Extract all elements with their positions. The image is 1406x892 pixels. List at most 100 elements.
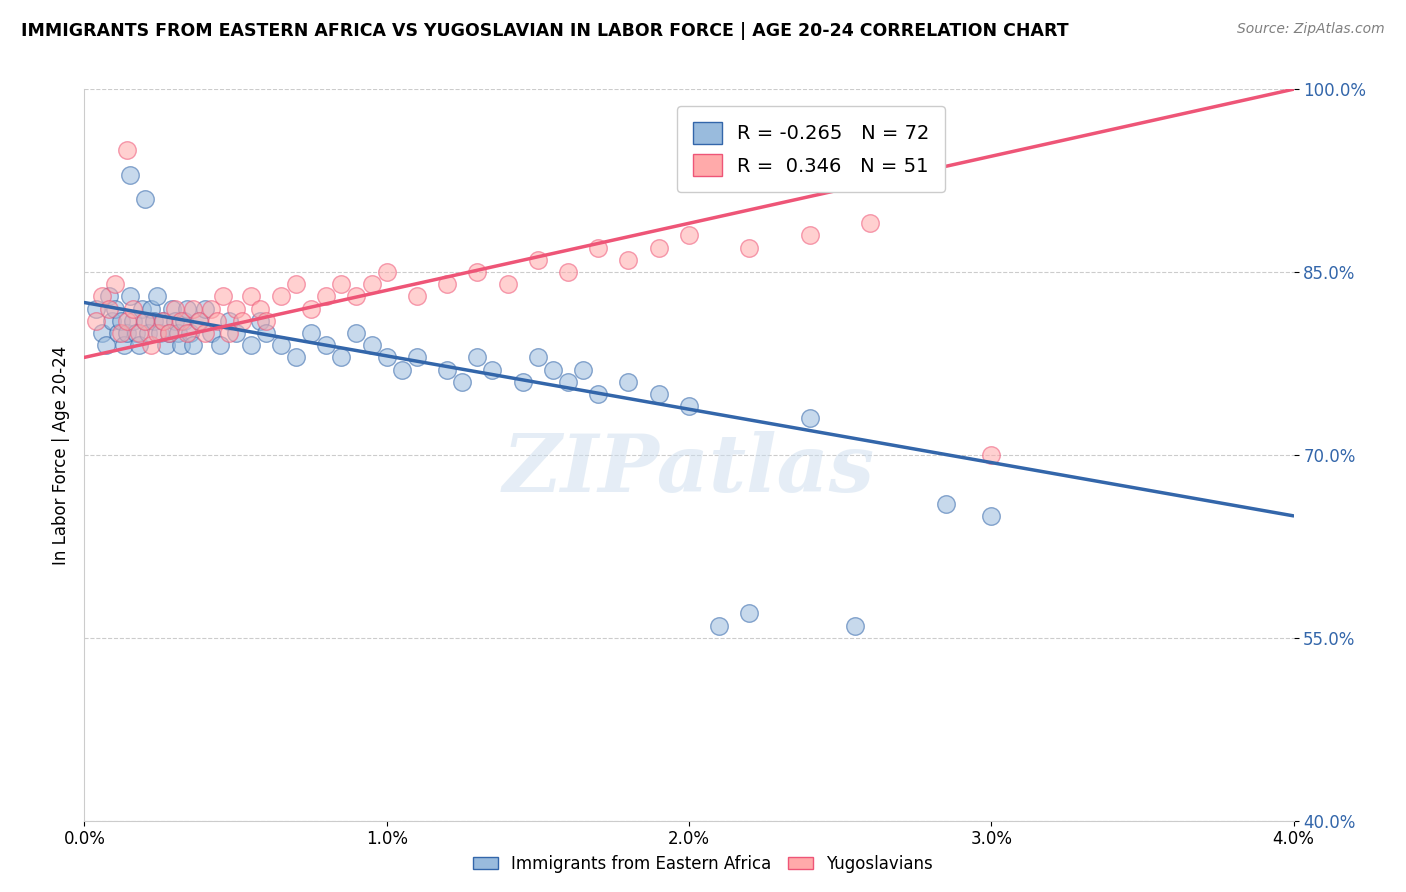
Point (512, 375, 534, 389)
Point (165, 314, 187, 328)
Point (284, 351, 308, 365)
Point (170, 314, 193, 328)
Point (176, 326, 198, 340)
Point (315, 338, 337, 352)
Point (110, 326, 132, 340)
Point (315, 289, 337, 303)
Point (406, 289, 429, 303)
Point (375, 351, 398, 365)
Point (121, 314, 143, 328)
Point (391, 362, 413, 376)
Point (136, 326, 159, 340)
Point (194, 301, 217, 316)
Point (86, 314, 108, 328)
Point (436, 362, 458, 376)
Point (167, 326, 190, 340)
Point (270, 289, 292, 303)
Point (557, 265, 579, 279)
Point (330, 351, 353, 365)
Point (225, 301, 247, 316)
Point (91, 289, 114, 303)
Point (170, 338, 193, 352)
Point (436, 277, 458, 292)
Point (160, 301, 183, 316)
Point (375, 265, 398, 279)
Point (104, 301, 127, 316)
Point (541, 362, 564, 376)
Point (146, 289, 169, 303)
Point (617, 252, 640, 267)
Point (207, 314, 229, 328)
Point (181, 301, 204, 316)
Point (360, 338, 382, 352)
Point (346, 289, 368, 303)
Y-axis label: In Labor Force | Age 20-24: In Labor Force | Age 20-24 (52, 345, 70, 565)
Point (249, 301, 271, 316)
Point (527, 351, 550, 365)
Point (115, 314, 138, 328)
Point (91, 326, 114, 340)
Point (299, 326, 322, 340)
Point (231, 314, 253, 328)
Point (188, 314, 211, 328)
Point (496, 277, 519, 292)
Point (648, 387, 671, 401)
Point (110, 314, 132, 328)
Point (284, 277, 308, 292)
Point (254, 314, 277, 328)
Point (152, 314, 174, 328)
Point (270, 338, 292, 352)
Point (115, 326, 138, 340)
Point (299, 301, 322, 316)
Point (678, 228, 700, 243)
Point (617, 375, 640, 389)
Point (131, 301, 153, 316)
Point (128, 326, 150, 340)
Point (481, 362, 503, 376)
Point (527, 252, 550, 267)
Point (165, 301, 187, 316)
Point (142, 314, 165, 328)
Point (86, 301, 108, 316)
Point (134, 314, 156, 328)
Point (239, 338, 262, 352)
Point (152, 314, 174, 328)
Point (218, 314, 240, 328)
Point (738, 241, 761, 255)
Point (225, 326, 247, 340)
Point (97, 301, 120, 316)
Point (118, 289, 141, 303)
Point (188, 314, 211, 328)
Point (557, 375, 579, 389)
Legend: Immigrants from Eastern Africa, Yugoslavians: Immigrants from Eastern Africa, Yugoslav… (467, 848, 939, 880)
Point (330, 277, 353, 292)
Point (200, 301, 222, 316)
Point (799, 411, 821, 425)
Point (146, 326, 169, 340)
Point (139, 301, 162, 316)
Legend: R = -0.265   N = 72, R =  0.346   N = 51: R = -0.265 N = 72, R = 0.346 N = 51 (678, 106, 945, 192)
Point (121, 301, 143, 316)
Point (181, 338, 204, 352)
Point (859, 216, 882, 230)
Point (200, 326, 222, 340)
Point (94, 338, 117, 352)
Point (467, 351, 489, 365)
Point (112, 338, 135, 352)
Point (980, 508, 1002, 523)
Text: Source: ZipAtlas.com: Source: ZipAtlas.com (1237, 22, 1385, 37)
Point (239, 289, 262, 303)
Point (157, 326, 180, 340)
Point (97, 289, 120, 303)
Point (125, 326, 148, 340)
Point (194, 326, 217, 340)
Point (588, 241, 610, 255)
Point (254, 326, 277, 340)
Point (139, 338, 162, 352)
Point (149, 326, 172, 340)
Point (134, 192, 156, 206)
Point (451, 375, 474, 389)
Point (104, 277, 127, 292)
Text: ZIPatlas: ZIPatlas (503, 431, 875, 508)
Point (155, 338, 177, 352)
